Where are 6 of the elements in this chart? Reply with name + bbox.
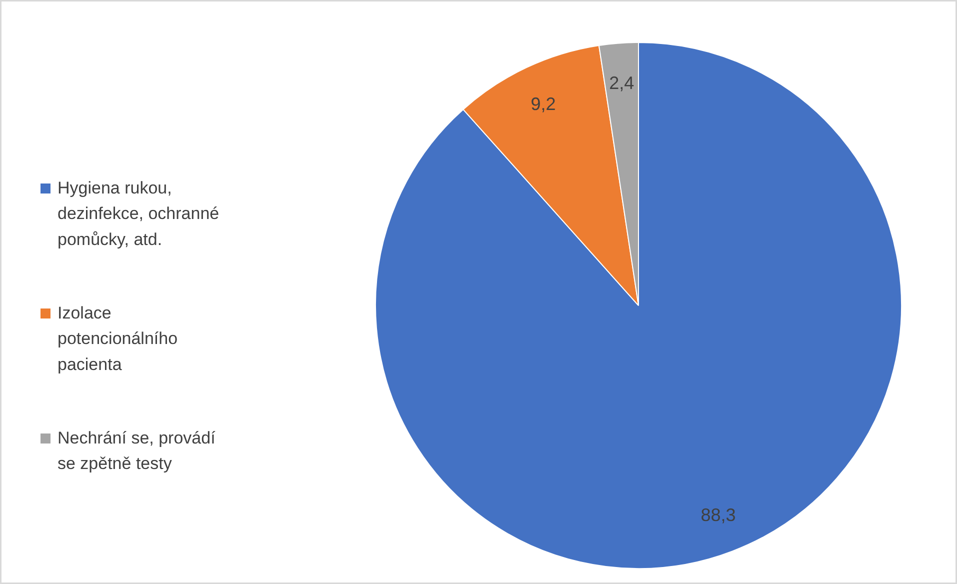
- data-label: 9,2: [530, 94, 556, 114]
- data-label: 2,4: [609, 73, 634, 94]
- legend-label: Hygiena rukou, dezinfekce, ochranné pomůcky, atd.: [58, 178, 220, 249]
- legend-label: Izolace potencionálního pacienta: [58, 304, 178, 374]
- data-label: 88,3: [700, 504, 736, 525]
- legend-label: Nechrání se, provádí se zpětně testy: [58, 428, 216, 474]
